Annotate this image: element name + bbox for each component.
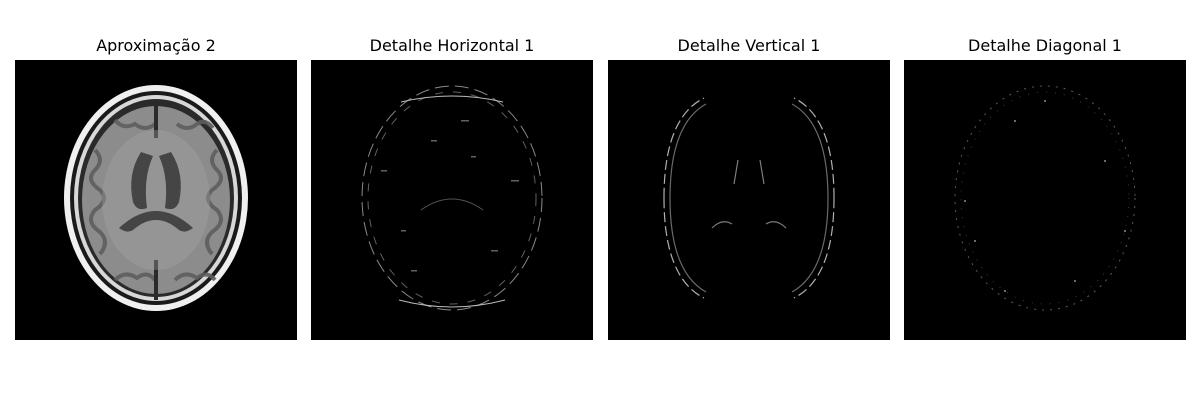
brain-diagonal-detail-svg	[904, 60, 1186, 340]
left-ventricle	[131, 152, 153, 210]
panel-title: Aproximação 2	[96, 36, 216, 55]
panel-title: Detalhe Vertical 1	[677, 36, 821, 55]
brain-tissue	[82, 106, 230, 294]
right-ventricle	[159, 152, 181, 210]
brain-horizontal-detail-image	[311, 60, 593, 340]
brain-diagonal-detail-image	[904, 60, 1186, 340]
brain-horizontal-detail-svg	[311, 60, 593, 340]
brain-vertical-detail-svg	[608, 60, 890, 340]
brain-vertical-detail-image	[608, 60, 890, 340]
brain-approximation-image	[15, 60, 297, 340]
panel-title: Detalhe Diagonal 1	[968, 36, 1122, 55]
panel-vertical-detail: Detalhe Vertical 1	[608, 0, 890, 340]
panel-horizontal-detail: Detalhe Horizontal 1	[311, 0, 593, 340]
panel-title: Detalhe Horizontal 1	[369, 36, 535, 55]
panel-approximation: Aproximação 2	[15, 0, 297, 340]
brain-approximation-svg	[15, 60, 297, 340]
panel-diagonal-detail: Detalhe Diagonal 1	[904, 0, 1186, 340]
